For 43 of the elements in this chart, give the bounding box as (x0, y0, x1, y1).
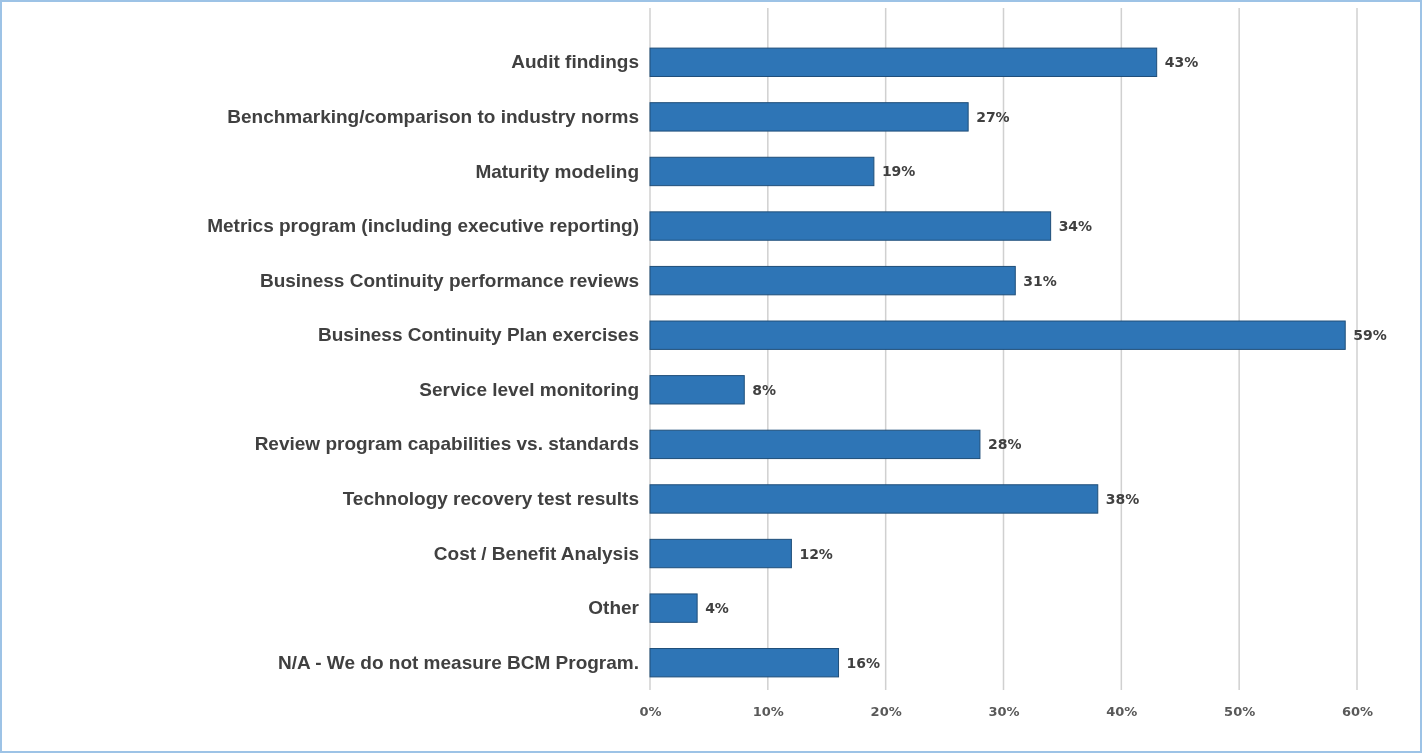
y-tick-label: Business Continuity performance reviews (259, 269, 639, 291)
bar (649, 484, 1099, 514)
x-tick-label: 10% (752, 704, 784, 719)
data-label: 16% (846, 654, 881, 671)
bar (649, 593, 698, 623)
bar (649, 47, 1158, 77)
x-tick-label: 40% (1106, 704, 1138, 719)
data-label: 38% (1105, 490, 1140, 507)
bar (649, 429, 981, 460)
data-label: 27% (976, 108, 1010, 125)
bar (649, 320, 1346, 350)
bar (649, 211, 1052, 241)
data-label: 31% (1023, 272, 1057, 289)
y-tick-label: Other (588, 597, 640, 619)
x-tick-label: 0% (639, 704, 662, 719)
y-tick-label: Metrics program (including executive reporting) (207, 215, 639, 237)
x-tick-label: 60% (1341, 704, 1374, 719)
data-label: 19% (881, 163, 916, 180)
x-tick-label: 50% (1224, 704, 1256, 719)
data-label: 34% (1058, 218, 1093, 235)
y-tick-label: Service level monitoring (419, 378, 639, 400)
y-tick-label: Maturity modeling (475, 160, 639, 182)
bar (649, 102, 969, 132)
y-tick-label: Cost / Benefit Analysis (433, 542, 639, 564)
y-tick-label: Benchmarking/comparison to industry norms (227, 105, 639, 127)
data-label: 28% (987, 436, 1022, 453)
data-label: 8% (752, 381, 777, 398)
bar (649, 156, 875, 187)
x-tick-label: 20% (870, 704, 902, 719)
data-label: 43% (1164, 54, 1199, 71)
y-tick-label: Business Continuity Plan exercises (317, 324, 639, 346)
y-tick-label: Audit findings (511, 51, 639, 73)
y-tick-label: Review program capabilities vs. standards (254, 433, 639, 455)
bar (649, 375, 745, 405)
bar (649, 538, 792, 569)
bar (649, 648, 840, 678)
y-tick-label: N/A - We do not measure BCM Program. (277, 651, 639, 673)
bar (649, 265, 1016, 296)
y-tick-label: Technology recovery test results (342, 488, 639, 510)
data-label: 59% (1353, 327, 1387, 344)
data-label: 12% (799, 545, 833, 562)
data-label: 4% (705, 600, 729, 617)
x-tick-label: 30% (988, 704, 1020, 719)
